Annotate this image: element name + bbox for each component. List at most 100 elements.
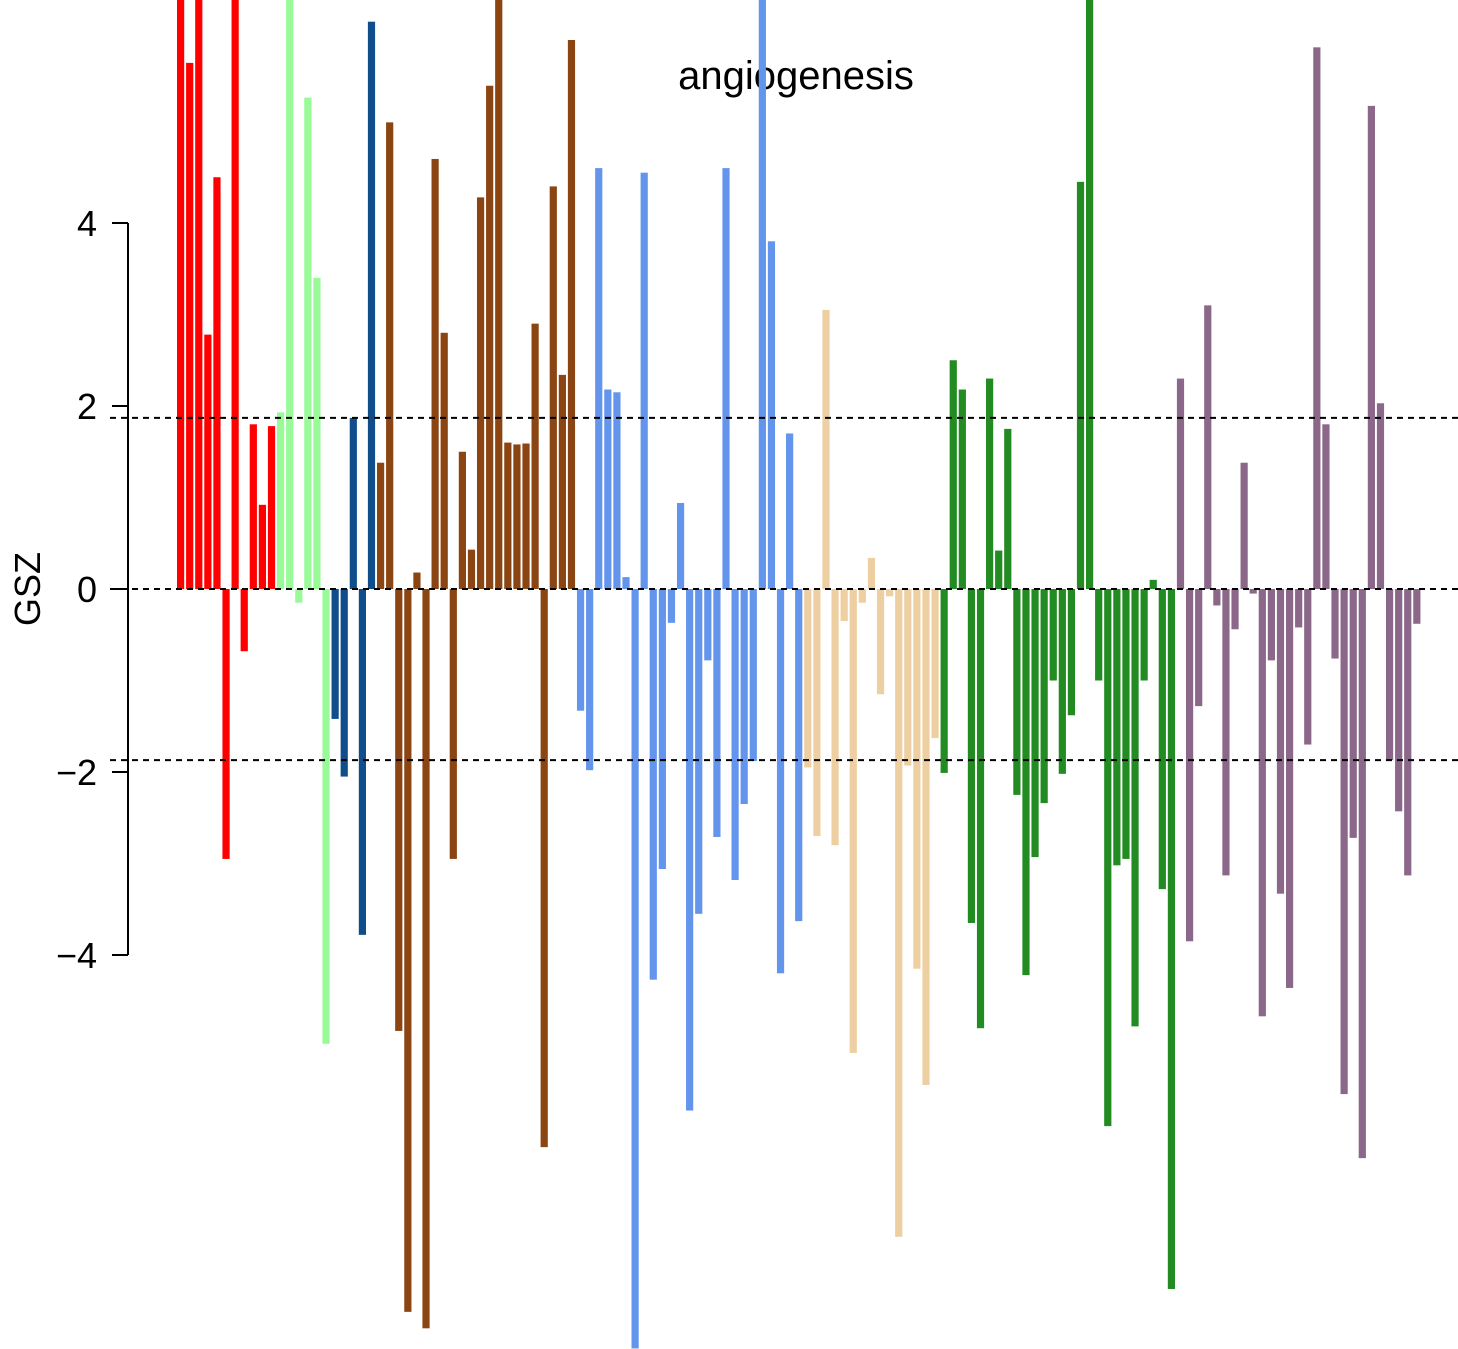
y-tick-label: 4 (77, 203, 97, 244)
bar-g7-10 (1022, 589, 1030, 976)
bar-g6-14 (922, 589, 930, 1085)
bar-g5-5 (613, 392, 621, 589)
bar-g5-9 (649, 589, 657, 980)
bar-g5-6 (622, 577, 630, 589)
bar-g7-16 (1076, 181, 1085, 589)
bar-g1-9 (249, 424, 257, 589)
bar-g7-13 (1049, 589, 1057, 681)
bar-g8-11 (1267, 589, 1275, 661)
bar-g8-4 (1204, 305, 1212, 589)
y-tick-label: −2 (56, 752, 97, 793)
bar-g7-2 (949, 360, 957, 589)
bar-g7-20 (1113, 589, 1121, 866)
bar-g4-5 (413, 572, 421, 589)
bar-g8-19 (1340, 589, 1348, 1095)
bar-g7-25 (1158, 589, 1166, 890)
bar-g7-9 (1013, 589, 1021, 795)
bar-g7-7 (995, 550, 1003, 589)
bar-g4-20 (549, 186, 557, 589)
bar-g1-6 (222, 589, 230, 859)
bar-g8-21 (1358, 589, 1366, 1159)
bar-g5-2 (586, 589, 594, 771)
bar-g7-23 (1140, 589, 1148, 681)
bar-g8-26 (1404, 589, 1412, 876)
bar-g4-6 (422, 589, 430, 1329)
bar-g6-6 (849, 589, 857, 1053)
bar-g5-18 (731, 589, 739, 880)
bar-g4-13 (486, 85, 494, 589)
bar-g7-21 (1122, 589, 1130, 859)
bar-g7-6 (986, 378, 994, 589)
bar-g5-17 (722, 168, 730, 589)
bar-g6-7 (858, 589, 866, 603)
bar-g5-22 (767, 241, 776, 590)
bar-g1-10 (258, 504, 267, 589)
bar-g1-8 (240, 589, 248, 652)
bar-g8-23 (1376, 403, 1385, 589)
bar-g4-11 (467, 549, 476, 589)
bar-g2-4 (304, 97, 312, 589)
bar-g8-13 (1285, 589, 1294, 988)
bar-g8-9 (1249, 589, 1257, 594)
bar-g5-1 (576, 589, 585, 711)
bar-g5-14 (695, 589, 703, 914)
bar-g5-3 (595, 168, 603, 589)
bar-g5-23 (776, 589, 785, 974)
bar-g7-24 (1149, 579, 1157, 589)
bar-g6-5 (840, 589, 848, 622)
bar-g6-9 (876, 589, 885, 695)
bar-g1-1 (177, 0, 185, 589)
bar-g8-7 (1231, 589, 1239, 630)
bar-g3-2 (340, 589, 348, 777)
bar-g7-26 (1167, 589, 1176, 1289)
bar-g5-24 (786, 433, 794, 589)
bar-g5-10 (658, 589, 666, 869)
bar-g2-3 (295, 589, 303, 603)
bar-g6-1 (804, 589, 812, 768)
bar-g4-14 (495, 0, 503, 589)
y-tick-label: 0 (77, 569, 97, 610)
bar-g5-16 (713, 589, 721, 837)
bar-g5-25 (795, 589, 803, 922)
bar-g6-11 (895, 589, 903, 1237)
bar-g4-9 (449, 589, 457, 859)
bar-g8-10 (1258, 589, 1266, 1017)
y-tick-label: −4 (56, 935, 97, 976)
bar-g5-12 (676, 502, 685, 589)
bar-g8-27 (1413, 589, 1421, 624)
bar-g5-7 (631, 589, 639, 1349)
bar-g8-17 (1322, 424, 1330, 589)
bar-g8-15 (1304, 589, 1312, 745)
bar-g4-12 (476, 197, 485, 589)
bar-g1-5 (213, 177, 221, 589)
bar-g6-10 (886, 589, 894, 597)
bar-g2-2 (286, 0, 294, 589)
bar-g4-15 (504, 442, 512, 589)
bar-g1-11 (267, 426, 276, 589)
bar-g4-19 (540, 589, 548, 1148)
bar-g7-17 (1086, 0, 1094, 589)
bar-g8-12 (1276, 589, 1285, 894)
bar-g8-22 (1367, 105, 1375, 589)
bar-g4-16 (513, 444, 521, 589)
bar-g8-14 (1295, 589, 1303, 628)
bar-g5-4 (604, 389, 612, 589)
bar-g4-21 (558, 374, 566, 589)
bar-g6-15 (931, 589, 939, 739)
bar-g1-7 (231, 0, 239, 589)
bar-g7-1 (940, 589, 948, 773)
bar-g8-25 (1395, 589, 1403, 812)
bar-g4-2 (386, 122, 394, 589)
bar-g7-19 (1104, 589, 1112, 1127)
bar-g6-12 (904, 589, 912, 766)
bar-g8-8 (1240, 462, 1248, 589)
y-axis: 4 2 0 −2 −4 (56, 203, 129, 976)
bar-g6-2 (813, 589, 821, 837)
y-axis-label: GSZ (7, 552, 48, 626)
bar-g8-16 (1313, 47, 1321, 589)
y-tick-label: 2 (77, 386, 97, 427)
bar-g4-4 (404, 589, 412, 1312)
bar-g8-6 (1222, 589, 1230, 876)
bar-g5-15 (704, 589, 712, 661)
